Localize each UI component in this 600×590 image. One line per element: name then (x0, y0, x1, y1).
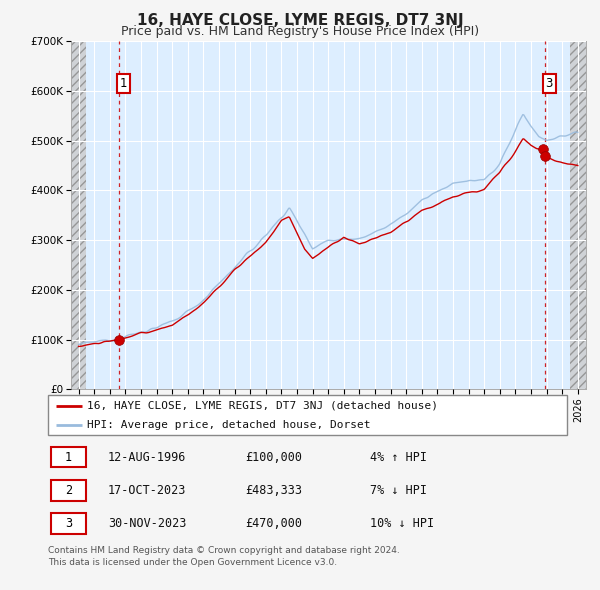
Text: 16, HAYE CLOSE, LYME REGIS, DT7 3NJ: 16, HAYE CLOSE, LYME REGIS, DT7 3NJ (137, 13, 463, 28)
Text: Price paid vs. HM Land Registry's House Price Index (HPI): Price paid vs. HM Land Registry's House … (121, 25, 479, 38)
FancyBboxPatch shape (50, 513, 86, 533)
Text: 17-OCT-2023: 17-OCT-2023 (107, 484, 186, 497)
Text: 16, HAYE CLOSE, LYME REGIS, DT7 3NJ (detached house): 16, HAYE CLOSE, LYME REGIS, DT7 3NJ (det… (87, 401, 438, 411)
Bar (71, 41, 86, 389)
Text: 30-NOV-2023: 30-NOV-2023 (107, 517, 186, 530)
Text: 3: 3 (545, 77, 553, 90)
Text: 10% ↓ HPI: 10% ↓ HPI (370, 517, 434, 530)
Text: 4% ↑ HPI: 4% ↑ HPI (370, 451, 427, 464)
Text: 2: 2 (65, 484, 72, 497)
Text: 1: 1 (65, 451, 72, 464)
Text: Contains HM Land Registry data © Crown copyright and database right 2024.
This d: Contains HM Land Registry data © Crown c… (48, 546, 400, 566)
Text: £470,000: £470,000 (245, 517, 302, 530)
Text: 7% ↓ HPI: 7% ↓ HPI (370, 484, 427, 497)
Text: HPI: Average price, detached house, Dorset: HPI: Average price, detached house, Dors… (87, 420, 370, 430)
Text: £483,333: £483,333 (245, 484, 302, 497)
FancyBboxPatch shape (50, 447, 86, 467)
Text: 1: 1 (119, 77, 127, 90)
Bar (570, 41, 586, 389)
Text: £100,000: £100,000 (245, 451, 302, 464)
Text: 12-AUG-1996: 12-AUG-1996 (107, 451, 186, 464)
FancyBboxPatch shape (50, 480, 86, 500)
Text: 3: 3 (65, 517, 72, 530)
